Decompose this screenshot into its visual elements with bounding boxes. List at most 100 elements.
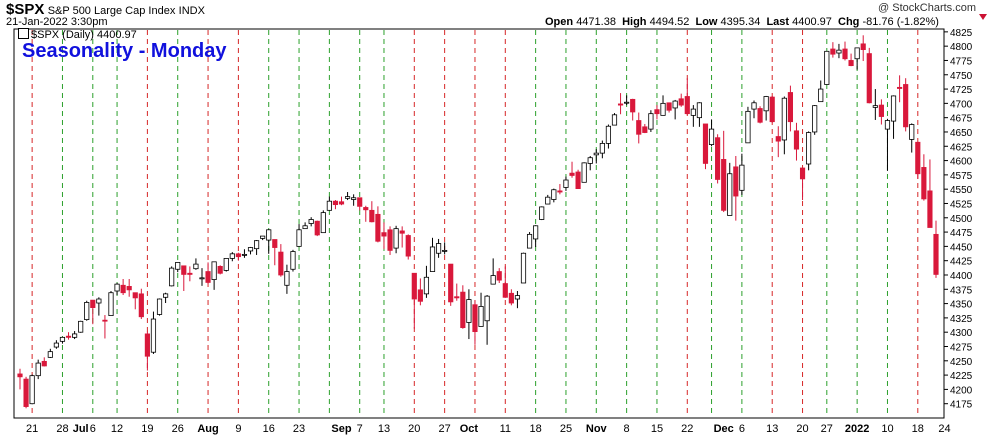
candle (47, 351, 53, 358)
x-tick-label: 18 (530, 423, 542, 435)
candle (29, 375, 35, 405)
candle (357, 197, 363, 207)
candle (678, 98, 684, 106)
candle (460, 291, 466, 329)
x-tick-label: 2022 (845, 423, 869, 435)
candle (806, 132, 812, 165)
candle (872, 105, 878, 108)
candle (296, 229, 302, 247)
candle (878, 104, 884, 117)
candle (915, 141, 921, 175)
candle (59, 336, 66, 342)
candle (599, 143, 605, 154)
candle (235, 253, 241, 258)
candle (866, 53, 872, 104)
y-tick-label: 4400 (950, 271, 973, 282)
x-tick-label: 8 (624, 423, 630, 435)
candle (65, 335, 72, 338)
y-tick-label: 4275 (950, 342, 973, 353)
y-tick-label: 4375 (950, 285, 973, 296)
candle (733, 166, 739, 197)
candle (163, 293, 169, 298)
candle (545, 196, 551, 205)
candle (169, 267, 175, 287)
candle (332, 200, 339, 206)
candle (903, 84, 909, 128)
plot-frame (13, 28, 945, 419)
y-tick-label: 4425 (950, 257, 973, 268)
brand-watermark: @ StockCharts.com (878, 2, 976, 14)
candle (636, 120, 642, 135)
candle (120, 284, 126, 294)
x-tick-label: 19 (141, 423, 153, 435)
candle (399, 230, 405, 234)
candle (290, 251, 296, 270)
candle (860, 43, 866, 50)
x-tick-label: 15 (651, 423, 663, 435)
x-tick-label: 11 (500, 423, 511, 435)
candle (890, 95, 897, 122)
candle (417, 289, 423, 302)
candle (272, 239, 278, 248)
candle (393, 228, 399, 249)
candle (260, 235, 266, 239)
y-tick-label: 4550 (950, 185, 973, 196)
candle (448, 263, 454, 303)
x-tick-label: 10 (881, 423, 893, 435)
candle (897, 86, 903, 89)
x-tick-label: 12 (111, 423, 123, 435)
candle (539, 206, 545, 220)
candle (108, 292, 114, 317)
x-tick-label: 13 (766, 423, 778, 435)
candle (666, 102, 672, 111)
candle (381, 232, 387, 237)
chart-header: $SPX S&P 500 Large Cap Index INDX (6, 1, 205, 18)
candle (442, 249, 448, 252)
y-tick-label: 4750 (950, 71, 973, 82)
y-tick-label: 4350 (950, 300, 973, 311)
candle (23, 378, 29, 407)
candle (193, 263, 199, 270)
candle (284, 271, 290, 286)
candle (369, 209, 375, 223)
down-arrow-icon (979, 14, 987, 20)
symbol-name: S&P 500 Large Cap Index (47, 5, 176, 17)
x-tick-label: 23 (293, 423, 305, 435)
open-value: 4471.38 (576, 16, 616, 28)
x-tick-label: 20 (796, 423, 808, 435)
candle (502, 283, 508, 298)
y-tick-label: 4500 (950, 214, 973, 225)
candle (696, 102, 703, 119)
candle (830, 48, 836, 55)
candle (660, 102, 666, 116)
x-tick-label: 24 (938, 423, 950, 435)
x-tick-label: 28 (56, 423, 68, 435)
x-tick-label: 20 (408, 423, 420, 435)
candle (17, 373, 23, 378)
candle (484, 295, 490, 322)
candle (102, 319, 108, 322)
candle (187, 272, 193, 275)
candle (921, 167, 927, 200)
candle (90, 299, 96, 308)
candle (241, 253, 248, 256)
candle (775, 136, 781, 142)
chart-datetime: 21-Jan-2022 3:30pm (6, 16, 108, 28)
candle (247, 247, 254, 252)
y-tick-label: 4575 (950, 171, 973, 182)
candle (526, 233, 533, 249)
y-tick-label: 4700 (950, 99, 973, 110)
candle (575, 171, 581, 190)
candle (411, 272, 417, 300)
candle (351, 197, 357, 200)
candle (605, 125, 612, 144)
x-tick-label: 9 (235, 423, 241, 435)
candle (818, 88, 824, 103)
candle (472, 304, 478, 333)
candle (581, 162, 587, 183)
candle (144, 333, 150, 357)
y-tick-label: 4725 (950, 85, 973, 96)
last-value: 4400.97 (792, 16, 832, 28)
candle (253, 240, 260, 250)
candle (654, 109, 660, 115)
